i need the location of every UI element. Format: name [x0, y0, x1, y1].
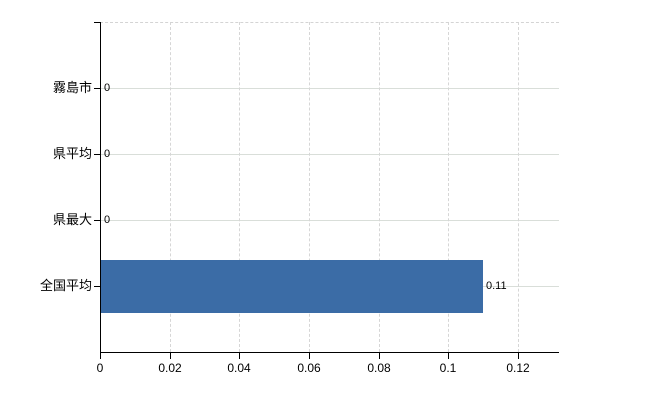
h-gridline [100, 88, 559, 89]
x-axis-line [100, 352, 559, 353]
bar-value-label: 0 [104, 214, 111, 226]
category-label: 県平均 [52, 146, 92, 161]
v-gridline [239, 22, 240, 352]
y-tick [94, 88, 100, 89]
x-tick-label: 0.1 [439, 361, 457, 375]
x-tick-label: 0.08 [367, 361, 391, 375]
v-gridline [309, 22, 310, 352]
x-tick [100, 353, 101, 359]
y-tick [94, 154, 100, 155]
x-tick [448, 353, 449, 359]
x-tick-label: 0.06 [297, 361, 321, 375]
x-tick-label: 0.02 [158, 361, 182, 375]
bar [101, 260, 483, 313]
x-tick-label: 0 [96, 361, 104, 375]
y-axis-line [100, 22, 101, 353]
bar-value-label: 0 [104, 148, 111, 160]
v-gridline [518, 22, 519, 352]
h-gridline [100, 220, 559, 221]
v-gridline [379, 22, 380, 352]
bar-value-label: 0 [104, 82, 111, 94]
v-gridline [170, 22, 171, 352]
x-tick [309, 353, 310, 359]
y-tick [94, 286, 100, 287]
category-label: 霧島市 [52, 80, 92, 95]
x-tick [379, 353, 380, 359]
bar-value-label: 0.11 [486, 280, 507, 292]
v-gridline [448, 22, 449, 352]
x-tick-label: 0.12 [506, 361, 530, 375]
category-label: 県最大 [52, 212, 92, 227]
plot-top-border [100, 22, 559, 23]
h-gridline [100, 154, 559, 155]
y-tick [94, 22, 100, 23]
x-tick-label: 0.04 [227, 361, 251, 375]
x-tick [518, 353, 519, 359]
x-tick [170, 353, 171, 359]
x-tick [239, 353, 240, 359]
category-label: 全国平均 [39, 278, 92, 293]
y-tick [94, 220, 100, 221]
